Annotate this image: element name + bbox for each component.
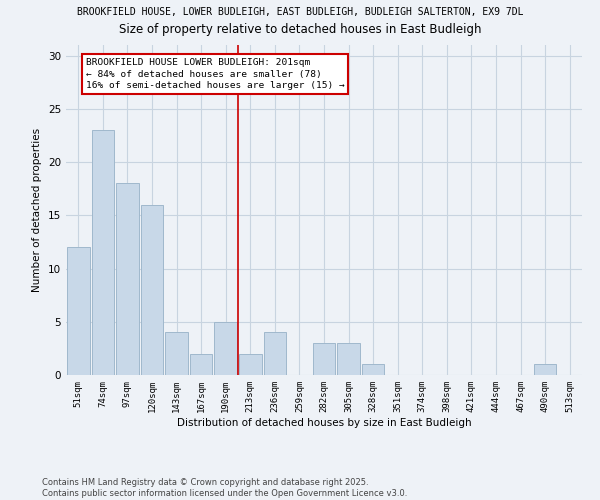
Text: Size of property relative to detached houses in East Budleigh: Size of property relative to detached ho…: [119, 22, 481, 36]
Bar: [239, 354, 262, 375]
X-axis label: Distribution of detached houses by size in East Budleigh: Distribution of detached houses by size …: [176, 418, 472, 428]
Bar: [116, 184, 139, 375]
Bar: [67, 248, 89, 375]
Bar: [263, 332, 286, 375]
Bar: [92, 130, 114, 375]
Bar: [534, 364, 556, 375]
Bar: [362, 364, 385, 375]
Bar: [165, 332, 188, 375]
Bar: [313, 343, 335, 375]
Bar: [190, 354, 212, 375]
Text: Contains HM Land Registry data © Crown copyright and database right 2025.
Contai: Contains HM Land Registry data © Crown c…: [42, 478, 407, 498]
Y-axis label: Number of detached properties: Number of detached properties: [32, 128, 43, 292]
Text: BROOKFIELD HOUSE, LOWER BUDLEIGH, EAST BUDLEIGH, BUDLEIGH SALTERTON, EX9 7DL: BROOKFIELD HOUSE, LOWER BUDLEIGH, EAST B…: [77, 8, 523, 18]
Bar: [337, 343, 360, 375]
Bar: [140, 204, 163, 375]
Bar: [214, 322, 237, 375]
Text: BROOKFIELD HOUSE LOWER BUDLEIGH: 201sqm
← 84% of detached houses are smaller (78: BROOKFIELD HOUSE LOWER BUDLEIGH: 201sqm …: [86, 58, 344, 90]
